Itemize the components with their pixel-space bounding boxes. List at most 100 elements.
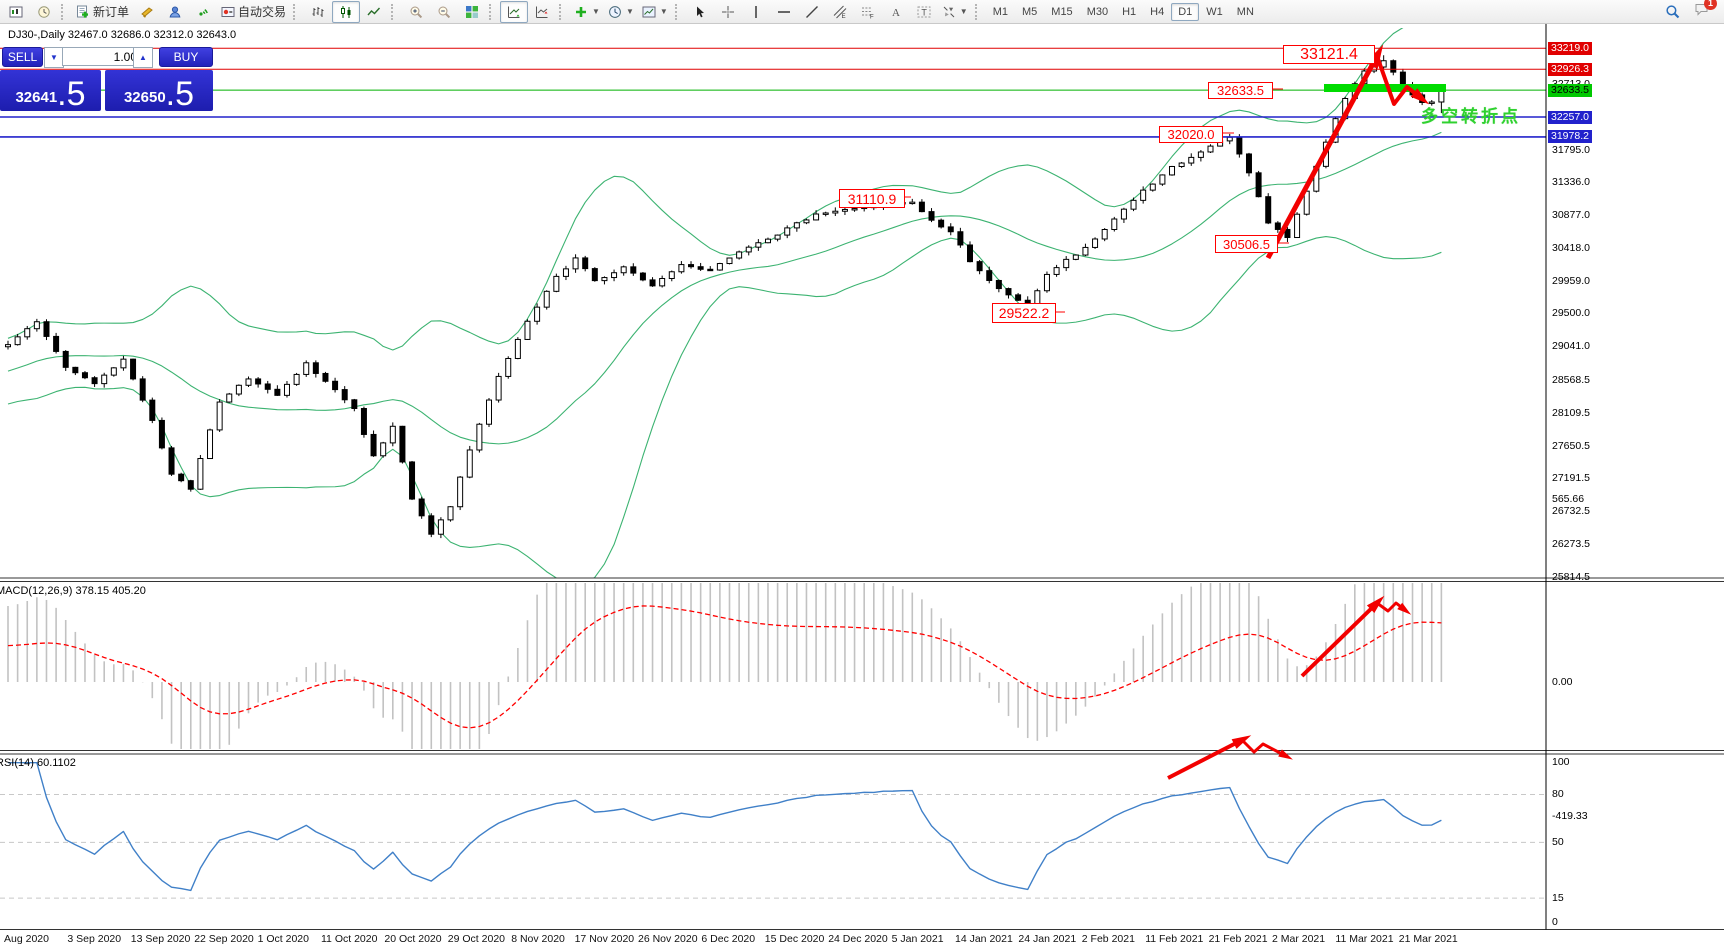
timeframe-mn-button[interactable]: MN	[1236, 5, 1254, 18]
auto-scroll-button[interactable]	[500, 0, 529, 23]
candle	[764, 238, 771, 244]
date-label: 21 Feb 2021	[1208, 933, 1268, 945]
volume-decrease-button[interactable]: ▼	[44, 47, 64, 68]
main-pane[interactable]	[5, 24, 1445, 583]
candle	[447, 506, 454, 521]
candle	[264, 383, 271, 390]
bar-chart-button[interactable]	[304, 1, 332, 23]
date-label: 13 Sep 2020	[130, 933, 191, 945]
vertical-line-button[interactable]	[742, 1, 770, 23]
candle	[1178, 162, 1185, 167]
candle	[226, 393, 233, 403]
text-label-button[interactable]: T	[910, 1, 938, 23]
timeframe-h4-button[interactable]: H4	[1150, 5, 1165, 18]
new-order-button[interactable]: 新订单	[72, 1, 133, 23]
timeframe-m5-button[interactable]: M5	[1022, 5, 1038, 18]
new-chart-button[interactable]	[2, 1, 30, 23]
price-marker: 32926.3	[1548, 62, 1592, 76]
crosshair-button[interactable]	[714, 1, 742, 23]
price-marker: 32633.5	[1548, 83, 1592, 97]
timeframe-d1-button[interactable]: D1	[1171, 2, 1200, 21]
candle	[216, 401, 223, 431]
notifications-button[interactable]: 1	[1694, 0, 1717, 22]
candle	[1169, 165, 1176, 176]
alerts-icon	[141, 6, 153, 18]
templates-button[interactable]: ▼	[638, 1, 672, 23]
timeframe-h1-button[interactable]: H1	[1122, 5, 1137, 18]
candle	[967, 244, 973, 263]
date-label: 2 Mar 2021	[1272, 933, 1326, 945]
timeframe-m15-button[interactable]: M15	[1051, 5, 1073, 18]
timeframe-w1-button[interactable]: W1	[1206, 5, 1223, 18]
zoom-in-button[interactable]	[402, 1, 430, 23]
candle	[360, 408, 367, 435]
price-tick: 29041.0	[1552, 340, 1590, 353]
community-button[interactable]	[161, 1, 189, 23]
candle	[995, 279, 1002, 290]
text-button[interactable]: A	[882, 1, 910, 23]
profiles-button[interactable]	[30, 1, 58, 23]
fibonacci-button[interactable]: F	[854, 1, 882, 23]
channel-button[interactable]: E	[826, 1, 854, 23]
candle	[139, 378, 146, 401]
macd-label: MACD(12,26,9) 378.15 405.20	[0, 585, 146, 597]
candle	[1265, 196, 1272, 224]
line-chart-button[interactable]	[360, 1, 388, 23]
alerts-button[interactable]	[133, 1, 161, 23]
candle	[1043, 273, 1050, 292]
price-tick: 80	[1552, 788, 1564, 801]
tile-windows-button[interactable]	[458, 1, 486, 23]
candle	[938, 219, 945, 228]
price-tick: 27650.5	[1552, 439, 1590, 452]
price-tick: 30418.0	[1552, 241, 1590, 254]
candle	[389, 425, 396, 444]
search-icon[interactable]	[1665, 4, 1680, 19]
signals-button[interactable]	[189, 1, 217, 23]
volume-increase-button[interactable]: ▲	[133, 47, 153, 68]
indicators-button[interactable]: ▼	[570, 1, 604, 23]
main-toolbar: 新订单 自动交易 ▼ ▼ ▼ E F A T ▼ M1 M5 M15 M30 H1 H4 D1 W1 MN 1	[0, 0, 1724, 24]
candle	[457, 476, 464, 508]
price-tick: 565.66	[1552, 493, 1585, 506]
date-label: 14 Jan 2021	[955, 933, 1013, 945]
horizontal-line-button[interactable]	[770, 1, 798, 23]
candle	[149, 399, 156, 421]
cursor-button[interactable]	[686, 1, 714, 23]
candle	[793, 222, 800, 229]
candle	[620, 266, 627, 274]
chart-canvas[interactable]	[0, 24, 1724, 947]
timeframe-m1-button[interactable]: M1	[992, 5, 1008, 18]
date-label: 6 Dec 2020	[701, 933, 756, 945]
date-label: 11 Feb 2021	[1145, 933, 1204, 945]
candle	[784, 227, 791, 236]
buy-price-display[interactable]: 32650.5	[105, 70, 213, 111]
zoom-out-button[interactable]	[430, 1, 458, 23]
auto-trading-label: 自动交易	[238, 5, 287, 19]
periods-button[interactable]: ▼	[604, 1, 638, 23]
fibonacci-icon: F	[861, 7, 874, 19]
arrows-button[interactable]: ▼	[938, 1, 972, 23]
auto-trading-button[interactable]: 自动交易	[217, 1, 290, 23]
candle	[659, 277, 666, 287]
buy-button[interactable]: BUY	[159, 47, 213, 67]
rsi-pane[interactable]	[0, 762, 1546, 899]
svg-text:A: A	[892, 7, 900, 19]
crosshair-icon	[721, 5, 734, 18]
volume-input[interactable]	[62, 47, 142, 66]
candle	[832, 210, 839, 214]
candle	[1226, 136, 1233, 142]
sell-button[interactable]: SELL	[2, 47, 43, 67]
chart-shift-icon	[536, 6, 548, 18]
timeframe-m30-button[interactable]: M30	[1086, 5, 1109, 18]
macd-pane[interactable]	[7, 506, 1443, 809]
candle	[120, 358, 127, 369]
candle	[72, 366, 79, 374]
candlestick-chart-icon	[341, 5, 351, 18]
candle	[543, 290, 550, 308]
price-tick: 26732.5	[1552, 505, 1590, 518]
sell-price-display[interactable]: 32641.5	[0, 70, 101, 111]
candlestick-chart-button[interactable]	[332, 0, 361, 23]
trendline-button[interactable]	[798, 1, 826, 23]
price-tick: 100	[1552, 756, 1570, 769]
chart-shift-button[interactable]	[528, 1, 556, 23]
